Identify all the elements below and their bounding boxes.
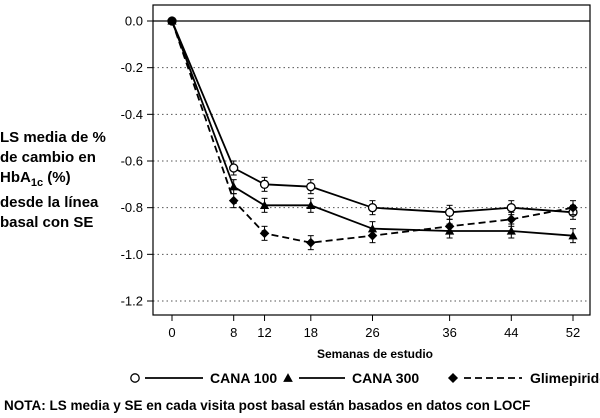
triangle-marker: [506, 226, 516, 235]
y-tick-label: 0.0: [125, 14, 143, 29]
diamond-marker: [447, 372, 459, 384]
x-tick-label: 44: [504, 325, 518, 340]
y-axis-label-line-5: basal con SE: [0, 214, 94, 231]
y-axis-label-line-1: LS media de %: [0, 129, 106, 146]
legend-entry-glimepiride: Glimepiride: [447, 370, 600, 386]
y-axis-label-unit: (%): [43, 169, 71, 186]
circle-marker: [306, 182, 316, 192]
footnote: NOTA: LS media y SE en cada visita post …: [4, 398, 531, 413]
diamond-marker: [228, 195, 239, 206]
diamond-marker: [167, 16, 177, 26]
x-tick-label: 8: [230, 325, 237, 340]
y-axis-label-subscript: 1c: [30, 177, 44, 189]
triangle-marker: [306, 200, 316, 210]
y-tick-label: -0.8: [121, 200, 143, 215]
y-tick-label: -0.2: [121, 60, 143, 75]
y-axis-label: LS media de % de cambio en HbA1c (%) des…: [0, 128, 160, 233]
diamond-marker: [506, 214, 517, 225]
legend: CANA 100 CANA 300 Glimepiride: [130, 370, 600, 386]
grid-layer: [153, 20, 590, 302]
x-tick-label: 18: [304, 325, 318, 340]
triangle-marker: [259, 200, 270, 210]
x-tick-label: 0: [168, 325, 175, 340]
series-glimepiride: [167, 16, 578, 251]
y-axis-label-line-3: HbA1c (%): [0, 168, 160, 193]
x-axis-label: Semanas de estudio: [317, 347, 433, 361]
legend-label: CANA 300: [352, 370, 419, 386]
diamond-marker: [367, 230, 378, 241]
diamond-marker: [568, 202, 578, 213]
circle-marker: [444, 207, 455, 217]
series-cana-100: [167, 16, 578, 220]
diamond-marker: [444, 221, 455, 232]
legend-entry-cana-100: CANA 100: [130, 370, 277, 386]
x-tick-label: 12: [257, 325, 271, 340]
y-tick-label: -0.6: [121, 154, 143, 169]
circle-marker: [229, 163, 239, 173]
triangle-marker: [568, 231, 578, 240]
y-tick-label: -0.4: [121, 107, 143, 122]
triangle-marker: [229, 182, 239, 191]
y-tick-label: -1.2: [121, 294, 143, 309]
legend-entry-cana-300: CANA 300: [283, 370, 419, 386]
x-tick-label: 26: [365, 325, 379, 340]
circle-marker: [506, 203, 516, 213]
y-axis-label-hba: HbA: [0, 169, 31, 186]
y-tick-label: -1.0: [121, 247, 143, 262]
series-line: [171, 20, 574, 244]
circle-marker: [367, 203, 378, 213]
axis-layer: 0.0 -0.2 -0.4 -0.6 -0.8 -1.0 -1.2 0 8 12 18 26 36 44 5…: [121, 14, 581, 341]
series-layer: [167, 16, 578, 251]
plot-frame: [152, 4, 591, 316]
circle-marker: [259, 179, 270, 189]
series-line: [171, 20, 574, 237]
legend-label: Glimepiride: [530, 370, 600, 386]
circle-marker: [130, 373, 140, 383]
x-tick-label: 36: [442, 325, 456, 340]
chart: 0.0 -0.2 -0.4 -0.6 -0.8 -1.0 -1.2 0 8 12 18 26 36 44 5…: [121, 4, 600, 386]
series-line: [171, 20, 574, 214]
diamond-marker: [259, 228, 270, 239]
triangle-marker: [283, 373, 293, 382]
y-axis-label-line-4: desde la línea: [0, 194, 99, 211]
y-axis-label-line-2: de cambio en: [0, 149, 96, 166]
x-tick-label: 52: [566, 325, 580, 340]
diamond-marker: [306, 237, 316, 248]
legend-label: CANA 100: [210, 370, 277, 386]
